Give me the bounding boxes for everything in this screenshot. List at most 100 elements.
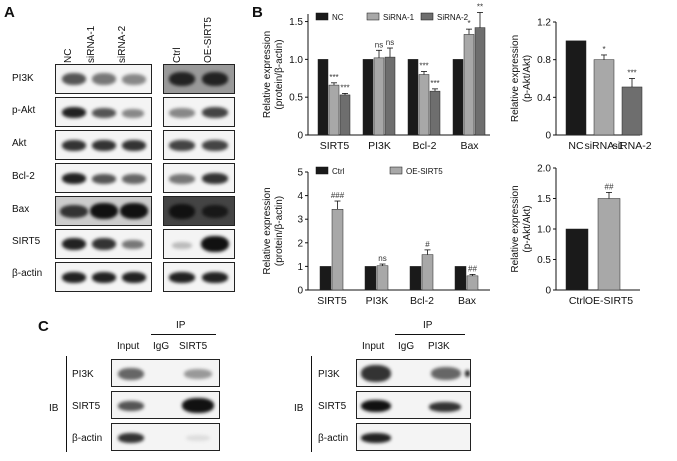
blot-pi3k-overexpression (163, 64, 235, 94)
y-tick-label: 5 (297, 168, 303, 179)
y-tick-label: 0.5 (289, 93, 303, 104)
y-tick-label: 1.5 (537, 194, 551, 205)
x-tick-label: siRNA-1 (584, 140, 623, 152)
y-tick-label: 0 (297, 131, 303, 142)
blot-sirt5-overexpression (163, 229, 235, 259)
row-label-p-akt: p-Akt (12, 105, 36, 116)
coip-left-row-pi3k: PI3K (72, 369, 94, 380)
coip-left-ib-line (66, 356, 67, 452)
panel-a-letter: A (4, 4, 15, 21)
significance-label: *** (419, 61, 428, 70)
coip-right-ip-label: IP (423, 320, 433, 331)
blot-beta-actin-knockdown (55, 262, 152, 292)
y-tick-label: 1.2 (537, 18, 551, 29)
x-tick-label: SIRT5 (317, 295, 347, 307)
legend-label: OE-SIRT5 (406, 167, 443, 176)
y-axis-label: (p-Akt/Akt) (522, 55, 533, 102)
x-tick-label: NC (568, 140, 584, 152)
coip-left-blot-sirt5 (111, 391, 220, 419)
significance-label: # (425, 240, 430, 249)
y-tick-label: 0.8 (537, 55, 551, 66)
y-axis-label: Relative expression (510, 35, 521, 122)
bar (364, 266, 377, 291)
row-label-bcl2: Bcl-2 (12, 171, 35, 182)
y-tick-label: 1.5 (289, 17, 303, 28)
coip-right-blot-pi3k (356, 359, 471, 387)
coip-left-row-sirt5: SIRT5 (72, 401, 101, 412)
coip-left-input-label: Input (117, 341, 140, 352)
row-label-akt: Akt (12, 138, 27, 149)
x-tick-label: Ctrl (569, 295, 585, 307)
x-tick-label: Bax (460, 140, 479, 152)
significance-label: *** (340, 83, 349, 92)
y-tick-label: 2 (297, 238, 303, 249)
significance-label: * (467, 19, 470, 28)
significance-label: ## (605, 182, 614, 191)
bar (409, 266, 422, 291)
coip-left-blot-beta-actin (111, 423, 220, 451)
blot-akt-knockdown (55, 130, 152, 160)
coip-left-row-beta-actin: β-actin (72, 433, 103, 444)
significance-label: ### (331, 191, 345, 200)
coip-right-ib-label: IB (294, 403, 304, 414)
y-tick-label: 0 (545, 286, 551, 297)
x-tick-label: siRNA-2 (612, 140, 651, 152)
coip-left-ip-label: IP (176, 320, 186, 331)
y-tick-label: 4 (297, 191, 303, 202)
legend-label: NC (332, 13, 344, 22)
y-tick-label: 0 (545, 131, 551, 142)
coip-right-lane-igg: IgG (398, 341, 415, 352)
row-label-pi3k: PI3K (12, 73, 34, 84)
panel-c-letter: C (38, 318, 49, 335)
blot-beta-actin-overexpression (163, 262, 235, 292)
coip-left-lane-sirt5: SIRT5 (179, 341, 208, 352)
significance-label: * (602, 45, 605, 54)
coip-right-ib-line (311, 356, 312, 452)
legend-swatch (389, 166, 403, 175)
legend-label: SiRNA-2 (437, 13, 469, 22)
bar (362, 59, 374, 136)
row-label-beta-actin: β-actin (12, 268, 43, 279)
blot-bcl2-overexpression (163, 163, 235, 193)
coip-right-blot-sirt5 (356, 391, 471, 419)
legend-label: SiRNA-1 (383, 13, 415, 22)
y-tick-label: 3 (297, 215, 303, 226)
blot-akt-overexpression (163, 130, 235, 160)
bar (565, 40, 587, 136)
coip-left-ib-label: IB (49, 403, 59, 414)
x-tick-label: Bax (458, 295, 477, 307)
y-axis-label: Relative expression (510, 185, 521, 272)
x-tick-label: Bcl-2 (410, 295, 434, 307)
coip-right-row-sirt5: SIRT5 (318, 401, 347, 412)
y-axis-label: (protein/β-actin) (274, 39, 285, 109)
coip-right-row-beta-actin: β-actin (318, 433, 349, 444)
x-tick-label: OE-SIRT5 (585, 295, 633, 307)
blot-bcl2-knockdown (55, 163, 152, 193)
significance-label: *** (627, 69, 636, 78)
row-label-bax: Bax (12, 204, 30, 215)
y-tick-label: 0.4 (537, 93, 551, 104)
bar (452, 59, 464, 136)
significance-label: ** (477, 2, 483, 11)
legend-swatch (315, 166, 329, 175)
y-axis-label: Relative expression (262, 31, 273, 118)
coip-left-blot-pi3k (111, 359, 220, 387)
bar (317, 59, 329, 136)
blot-pi3k-knockdown (55, 64, 152, 94)
blot-p-akt-knockdown (55, 97, 152, 127)
y-tick-label: 1.0 (289, 55, 303, 66)
blot-sirt5-knockdown (55, 229, 152, 259)
y-axis-label: (p-Akt/Akt) (522, 205, 533, 252)
coip-right-input-label: Input (362, 341, 385, 352)
significance-label: ## (468, 264, 477, 273)
panel-b-letter: B (252, 4, 263, 21)
x-tick-label: PI3K (366, 295, 389, 307)
blot-bax-knockdown (55, 196, 152, 226)
coip-right-row-pi3k: PI3K (318, 369, 340, 380)
blot-bax-overexpression (163, 196, 235, 226)
y-axis-label: (protein/β-actin) (274, 196, 285, 266)
y-axis-label: Relative expression (262, 187, 273, 274)
